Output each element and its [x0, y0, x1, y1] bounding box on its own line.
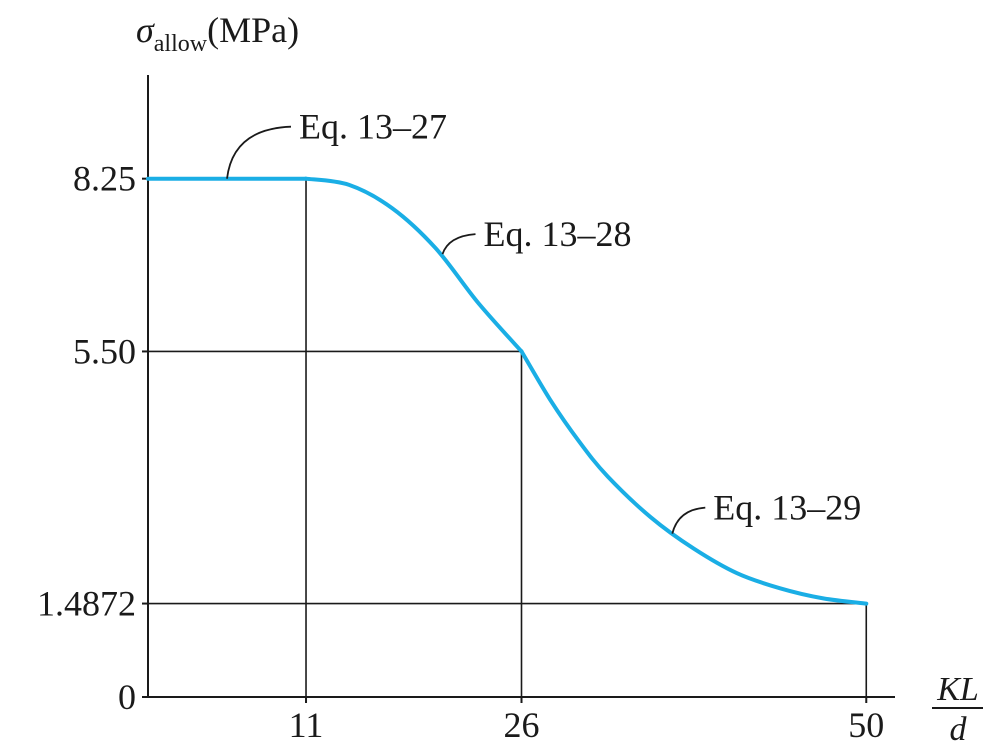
curve-segment-2	[304, 176, 524, 354]
y-tick-label-4: 8.25	[73, 159, 136, 199]
curve-segment-3	[519, 349, 869, 606]
x-tick-label-3: 50	[848, 705, 884, 743]
tick-labels: 0 1.4872 5.50 8.25 11 26 50	[37, 159, 884, 743]
y-axis-symbol: σ	[136, 10, 155, 50]
y-axis-label: σallow(MPa)	[136, 10, 299, 57]
y-axis-unit: (MPa)	[207, 10, 299, 50]
x-tick-label-2: 26	[504, 705, 540, 743]
x-axis-label: KL d	[932, 671, 983, 743]
x-axis-label-denominator: d	[950, 711, 968, 743]
axes	[142, 75, 895, 703]
y-tick-label-1: 0	[118, 677, 136, 717]
y-axis-subscript: allow	[154, 31, 208, 57]
annotation-label-3: Eq. 13–29	[713, 488, 861, 528]
annotation-leader-1	[226, 125, 292, 179]
y-tick-label-3: 5.50	[73, 331, 136, 371]
annotations: Eq. 13–27 Eq. 13–28 Eq. 13–29	[226, 107, 861, 534]
reference-lines	[148, 177, 868, 697]
x-axis-label-numerator: KL	[936, 671, 979, 708]
annotation-label-1: Eq. 13–27	[299, 107, 447, 147]
annotation-leader-2	[441, 233, 476, 255]
annotation-leader-3	[671, 506, 706, 534]
x-tick-label-1: 11	[289, 705, 324, 743]
y-tick-label-2: 1.4872	[37, 584, 136, 624]
annotation-label-2: Eq. 13–28	[484, 214, 632, 254]
